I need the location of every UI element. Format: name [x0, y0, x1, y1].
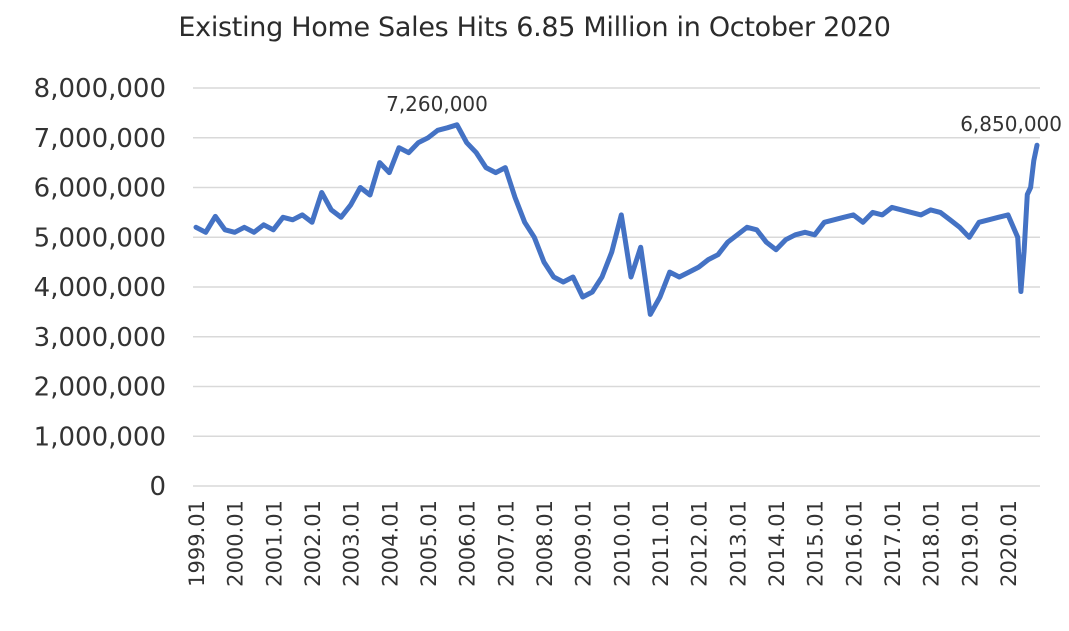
y-tick-label: 2,000,000	[34, 373, 166, 403]
x-tick-label: 2013.01	[726, 500, 750, 587]
y-tick-label: 3,000,000	[34, 323, 166, 353]
y-axis-tick-labels: 0 1,000,000 2,000,000 3,000,000 4,000,000 5,0…	[34, 74, 166, 502]
x-tick-label: 2020.01	[997, 500, 1021, 587]
y-tick-label: 0	[149, 472, 166, 502]
series-line	[193, 122, 1040, 317]
x-tick-label: 2004.01	[378, 500, 402, 587]
x-tick-label: 2007.01	[494, 500, 518, 587]
x-tick-label: 2016.01	[842, 500, 866, 587]
x-tick-label: 2018.01	[920, 500, 944, 587]
series-layer	[193, 122, 1040, 317]
x-tick-label: 2006.01	[456, 500, 480, 587]
gridlines	[193, 87, 1040, 487]
data-label: 6,850,000	[960, 112, 1062, 136]
y-tick-label: 8,000,000	[34, 74, 166, 104]
y-tick-label: 7,000,000	[34, 124, 166, 154]
x-tick-label: 2003.01	[340, 500, 364, 587]
data-label: 7,260,000	[386, 92, 488, 116]
y-tick-label: 4,000,000	[34, 273, 166, 303]
x-tick-label: 2010.01	[610, 500, 634, 587]
x-tick-label: 2001.01	[262, 500, 286, 587]
annotations-layer: 7,260,000 6,850,000	[386, 92, 1062, 136]
x-tick-label: 2014.01	[765, 500, 789, 587]
x-tick-label: 2005.01	[417, 500, 441, 587]
x-tick-label: 2017.01	[881, 500, 905, 587]
x-tick-label: 2015.01	[804, 500, 828, 587]
y-tick-label: 5,000,000	[34, 223, 166, 253]
x-tick-label: 2009.01	[572, 500, 596, 587]
y-tick-label: 6,000,000	[34, 174, 166, 204]
x-tick-label: 2011.01	[649, 500, 673, 587]
x-tick-label: 2012.01	[688, 500, 712, 587]
x-tick-label: 2000.01	[224, 500, 248, 587]
x-tick-label: 1999.01	[185, 500, 209, 587]
x-tick-label: 2019.01	[958, 500, 982, 587]
x-tick-label: 2002.01	[301, 500, 325, 587]
chart-title: Existing Home Sales Hits 6.85 Million in…	[178, 12, 891, 43]
y-tick-label: 1,000,000	[34, 422, 166, 452]
x-axis-tick-labels: 1999.01 2000.01 2001.01 2002.01 2003.01 2004.…	[185, 500, 1021, 587]
x-tick-label: 2008.01	[533, 500, 557, 587]
